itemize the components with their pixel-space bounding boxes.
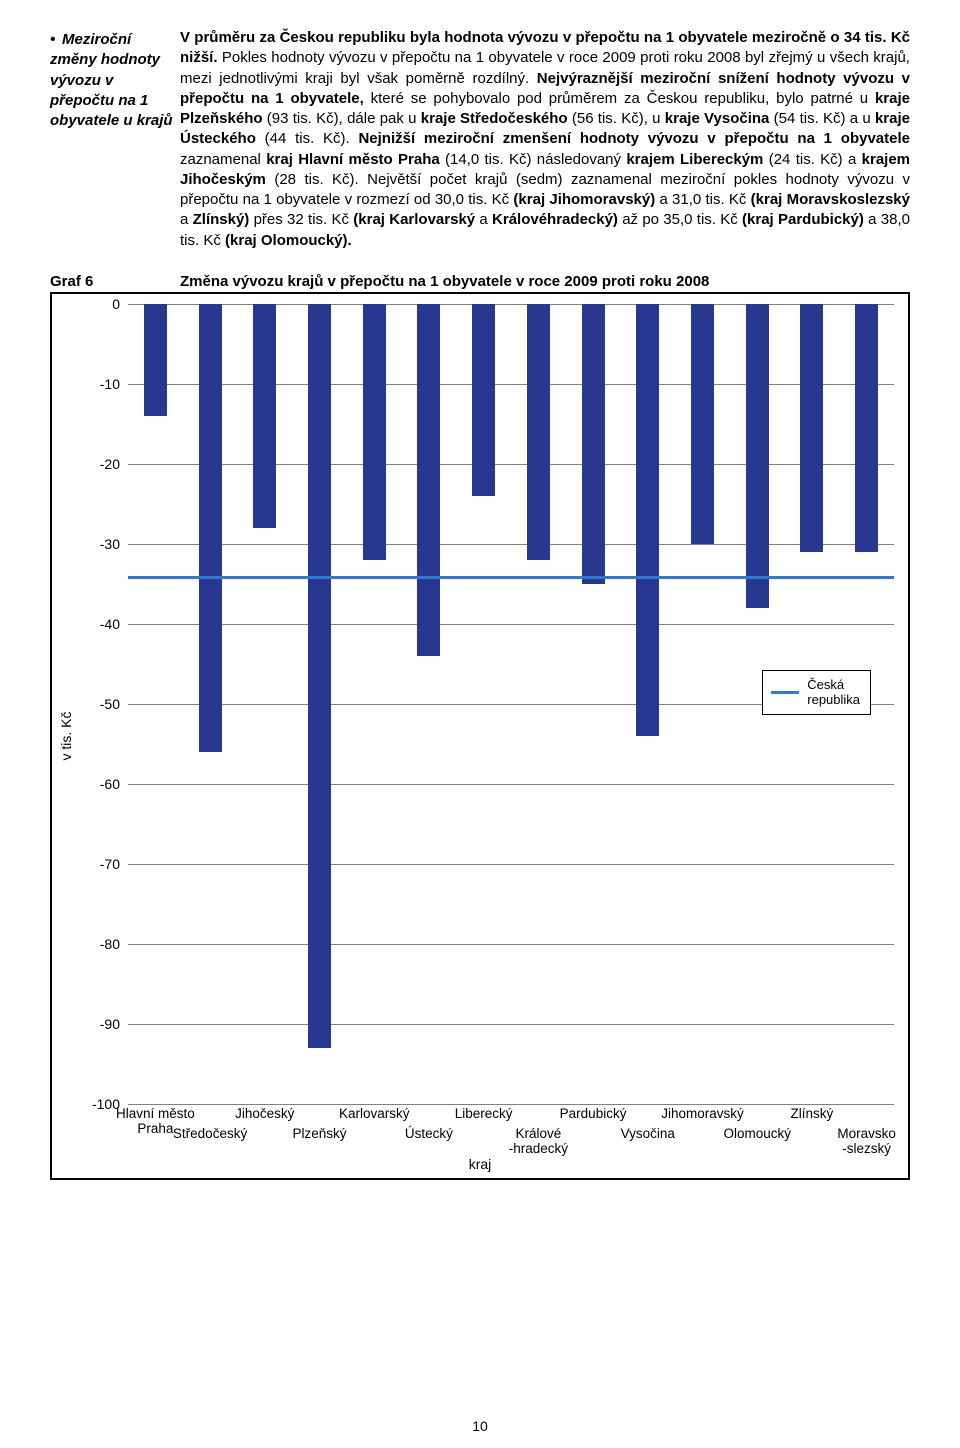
- body-paragraph: V průměru za Českou republiku byla hodno…: [180, 28, 910, 251]
- x-tick-label: Jihomoravský: [661, 1106, 744, 1122]
- bold-run: (kraj Jihomoravský): [513, 191, 659, 208]
- text-run: (54 tis. Kč) a u: [774, 110, 875, 127]
- y-tick-label: -10: [100, 376, 128, 392]
- y-tick-label: 0: [112, 296, 128, 312]
- text-run: přes 32 tis. Kč: [254, 211, 354, 228]
- x-tick-label: Karlovarský: [339, 1106, 410, 1122]
- x-tick-label: Králové-hradecký: [509, 1126, 568, 1157]
- bar: [800, 304, 823, 552]
- bar: [199, 304, 222, 752]
- bold-run: krajem Libereckým: [626, 151, 768, 168]
- bold-run: (kraj Olomoucký).: [225, 232, 352, 249]
- bar: [582, 304, 605, 584]
- chart-heading-row: Graf 6 Změna vývozu krajů v přepočtu na …: [50, 273, 910, 290]
- text-run: (14,0 tis. Kč) následovaný: [445, 151, 626, 168]
- text-run: (56 tis. Kč), u: [572, 110, 665, 127]
- bold-run: kraje Středočeského: [421, 110, 572, 127]
- side-note-text: Meziroční změny hodnoty vývozu v přepočt…: [50, 31, 173, 129]
- text-run: (44 tis. Kč).: [265, 130, 359, 147]
- text-run: které se pohybovalo pod průměrem za Česk…: [371, 90, 875, 107]
- bar: [417, 304, 440, 656]
- bar: [472, 304, 495, 496]
- page-number: 10: [0, 1418, 960, 1434]
- bullet-icon: •: [50, 30, 62, 50]
- y-tick-label: -80: [100, 936, 128, 952]
- gridline: [128, 864, 894, 865]
- top-section: •Meziroční změny hodnoty vývozu v přepoč…: [50, 28, 910, 251]
- x-tick-label: Ústecký: [405, 1126, 453, 1142]
- y-tick-label: -70: [100, 856, 128, 872]
- bold-run: (kraj Pardubický): [742, 211, 868, 228]
- bold-run: (kraj Karlovarský: [353, 211, 479, 228]
- gridline: [128, 624, 894, 625]
- x-tick-label: Plzeňský: [292, 1126, 346, 1142]
- legend: Českárepublika: [762, 670, 871, 715]
- bold-run: Zlínský): [193, 211, 254, 228]
- bar: [855, 304, 878, 552]
- x-tick-label: Liberecký: [455, 1106, 513, 1122]
- x-tick-label: Jihočeský: [235, 1106, 294, 1122]
- text-run: (24 tis. Kč) a: [769, 151, 862, 168]
- bar: [308, 304, 331, 1048]
- gridline: [128, 544, 894, 545]
- side-note: •Meziroční změny hodnoty vývozu v přepoč…: [50, 28, 180, 131]
- x-tick-label: Středočeský: [173, 1126, 247, 1142]
- x-tick-label: Zlínský: [791, 1106, 834, 1122]
- y-axis-label: v tis. Kč: [58, 711, 74, 760]
- chart-container: v tis. Kč 0-10-20-30-40-50-60-70-80-90-1…: [50, 292, 910, 1180]
- plot-area: 0-10-20-30-40-50-60-70-80-90-100Českárep…: [128, 304, 894, 1104]
- y-tick-label: -50: [100, 696, 128, 712]
- text-run: až po 35,0 tis. Kč: [622, 211, 742, 228]
- x-tick-label: Vysočina: [621, 1126, 675, 1142]
- legend-swatch: [771, 691, 799, 694]
- bar: [527, 304, 550, 560]
- bold-run: (kraj Moravskoslezský: [751, 191, 910, 208]
- y-tick-label: -60: [100, 776, 128, 792]
- bold-run: Nejnižší meziroční zmenšení hodnoty vývo…: [358, 130, 910, 147]
- bar: [363, 304, 386, 560]
- x-axis-labels: Hlavní městoPrahaStředočeskýJihočeskýPlz…: [128, 1106, 894, 1150]
- gridline: [128, 384, 894, 385]
- text-run: a 31,0 tis. Kč: [659, 191, 750, 208]
- chart-frame: v tis. Kč 0-10-20-30-40-50-60-70-80-90-1…: [54, 296, 906, 1176]
- gridline: [128, 944, 894, 945]
- bar: [636, 304, 659, 736]
- text-run: (93 tis. Kč), dále pak u: [267, 110, 421, 127]
- gridline: [128, 784, 894, 785]
- y-tick-label: -90: [100, 1016, 128, 1032]
- x-axis-title: kraj: [54, 1156, 906, 1172]
- text-run: a: [180, 211, 193, 228]
- bold-run: kraje Vysočina: [665, 110, 774, 127]
- bar: [746, 304, 769, 608]
- x-tick-label: Pardubický: [560, 1106, 627, 1122]
- x-tick-label: Olomoucký: [723, 1126, 791, 1142]
- gridline: [128, 1104, 894, 1105]
- bold-run: kraj Hlavní město Praha: [266, 151, 445, 168]
- bar: [691, 304, 714, 544]
- chart-title: Změna vývozu krajů v přepočtu na 1 obyva…: [180, 273, 910, 290]
- reference-line: [128, 576, 894, 579]
- x-tick-label: Moravsko-slezský: [837, 1126, 896, 1157]
- bar: [253, 304, 276, 528]
- y-tick-label: -40: [100, 616, 128, 632]
- legend-text: Českárepublika: [807, 677, 860, 708]
- chart-number: Graf 6: [50, 273, 180, 290]
- text-run: a: [479, 211, 492, 228]
- y-tick-label: -30: [100, 536, 128, 552]
- text-run: zaznamenal: [180, 151, 266, 168]
- gridline: [128, 1024, 894, 1025]
- gridline: [128, 464, 894, 465]
- page: •Meziroční změny hodnoty vývozu v přepoč…: [0, 0, 960, 1448]
- y-tick-label: -20: [100, 456, 128, 472]
- gridline: [128, 304, 894, 305]
- bold-run: Královéhradecký): [492, 211, 622, 228]
- bar: [144, 304, 167, 416]
